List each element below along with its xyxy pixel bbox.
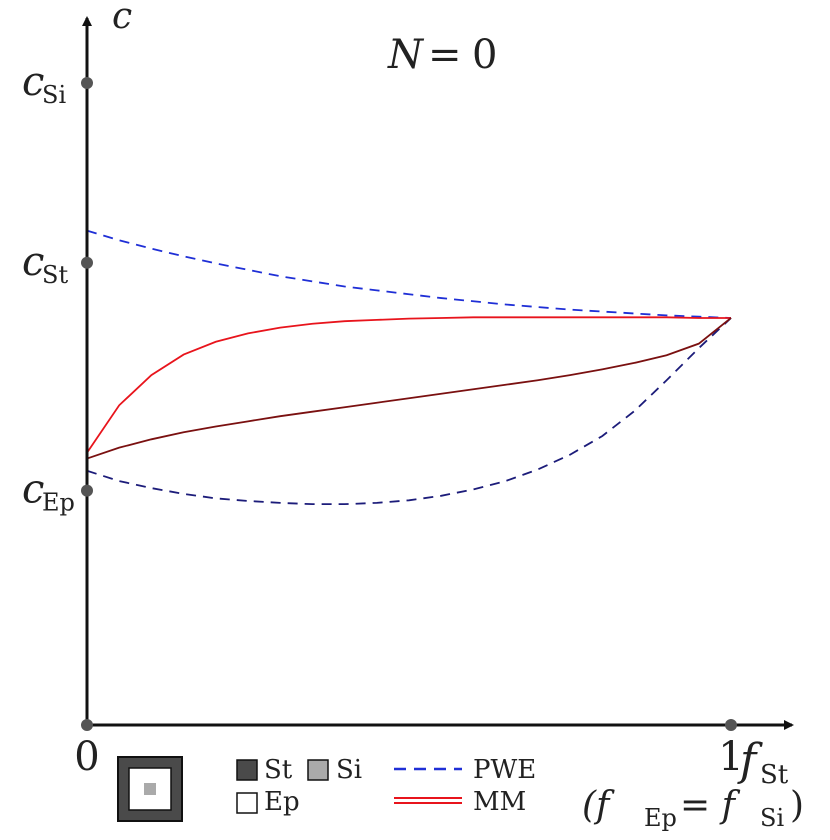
legend-material-si: Si: [307, 755, 362, 785]
unit-cell-icon: [117, 756, 183, 822]
legend-line-pwe: PWE: [394, 755, 536, 785]
title-variable: N: [387, 32, 425, 78]
series-pwe-0: [86, 229, 732, 319]
legend-line-mm: MM: [394, 787, 526, 817]
y-tick-sublabel-0: Ep: [42, 489, 75, 517]
x-tick-label-0: 0: [74, 734, 99, 780]
y-tick-sublabel-1: St: [42, 261, 68, 289]
y-tick-dot-2: [81, 77, 93, 89]
pwe-label: PWE: [473, 755, 536, 785]
x-note-prefix: (f: [582, 785, 615, 826]
x-note-suffix: ): [790, 785, 804, 826]
ep-label: Ep: [264, 787, 300, 817]
x-note-sub2: Si: [760, 804, 784, 832]
x-axis-label-sub: St: [760, 760, 789, 790]
unit-cell-inner: [144, 783, 156, 795]
x-axis-label: f St: [737, 735, 789, 790]
series-layer: [86, 229, 732, 506]
chart-title: N = 0: [387, 32, 497, 78]
x-axis-note: (f Ep = f Si ): [582, 785, 804, 832]
x-note-sub1: Ep: [644, 804, 677, 832]
y-axis-label: c: [112, 0, 132, 37]
series-mm-3: [86, 317, 732, 460]
ep-swatch-icon: [236, 792, 258, 814]
y-tick-dot-1: [81, 256, 93, 269]
x-note-mid: = f: [680, 785, 741, 826]
x-tick-label-1: 1: [718, 734, 743, 780]
y-tick-label-0: c: [22, 467, 44, 513]
title-equals: =: [428, 32, 462, 78]
y-tick-dot-0: [81, 484, 93, 497]
legend-material-st: St: [236, 755, 293, 785]
series-pwe-1: [86, 317, 732, 506]
st-swatch-icon: [236, 759, 258, 781]
legend-material-ep: Ep: [236, 787, 300, 817]
si-label: Si: [336, 755, 362, 785]
si-swatch-icon: [307, 759, 329, 781]
y-tick-label-1: c: [22, 239, 44, 285]
title-value: 0: [472, 32, 497, 78]
legend: St Si Ep PWE MM: [117, 755, 536, 822]
y-tick-sublabel-2: Si: [42, 81, 66, 109]
x-tick-dot-1: [725, 719, 737, 731]
mm-label: MM: [473, 787, 526, 817]
series-mm-2: [86, 316, 731, 454]
st-label: St: [264, 755, 293, 785]
x-tick-dot-0: [81, 719, 93, 731]
y-tick-label-2: c: [22, 59, 44, 105]
